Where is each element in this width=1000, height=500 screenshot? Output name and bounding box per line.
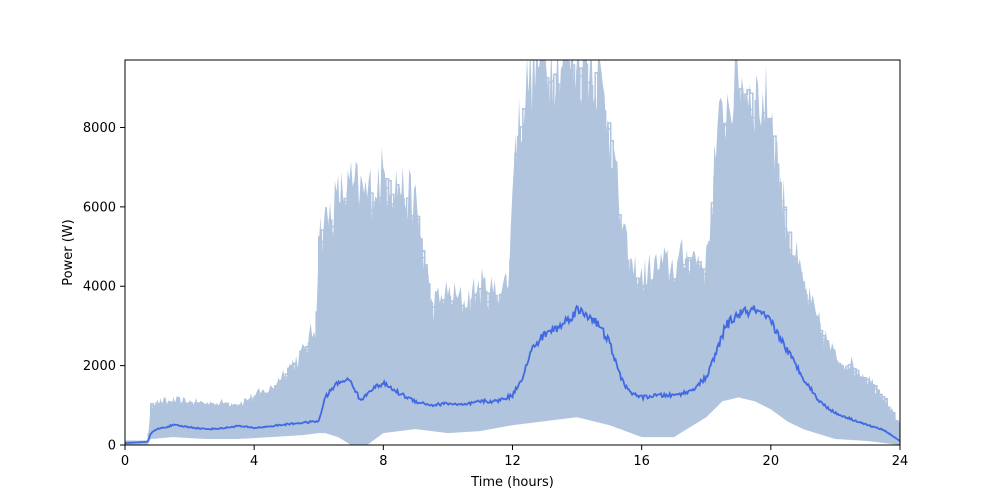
x-tick-label: 24 (892, 454, 909, 469)
y-tick-label: 6000 (83, 200, 116, 215)
sample-line (125, 60, 900, 444)
y-tick-label: 0 (108, 439, 116, 454)
x-tick-label: 4 (250, 454, 258, 469)
sample-lines (125, 60, 900, 444)
x-tick-label: 16 (633, 454, 650, 469)
y-tick-label: 8000 (83, 121, 116, 136)
mean-series-line (125, 304, 900, 444)
y-tick-label: 2000 (83, 359, 116, 374)
mean-line (125, 304, 900, 444)
x-tick-label: 12 (504, 454, 521, 469)
x-tick-label: 8 (379, 454, 387, 469)
y-axis-label: Power (W) (61, 219, 76, 285)
x-tick-label: 0 (121, 454, 129, 469)
y-tick-label: 4000 (83, 280, 116, 295)
x-tick-label: 20 (763, 454, 780, 469)
axes: 0 4 8 12 16 20 24 0 2000 4000 6000 8000 (83, 59, 909, 469)
x-axis-label: Time (hours) (470, 475, 554, 490)
